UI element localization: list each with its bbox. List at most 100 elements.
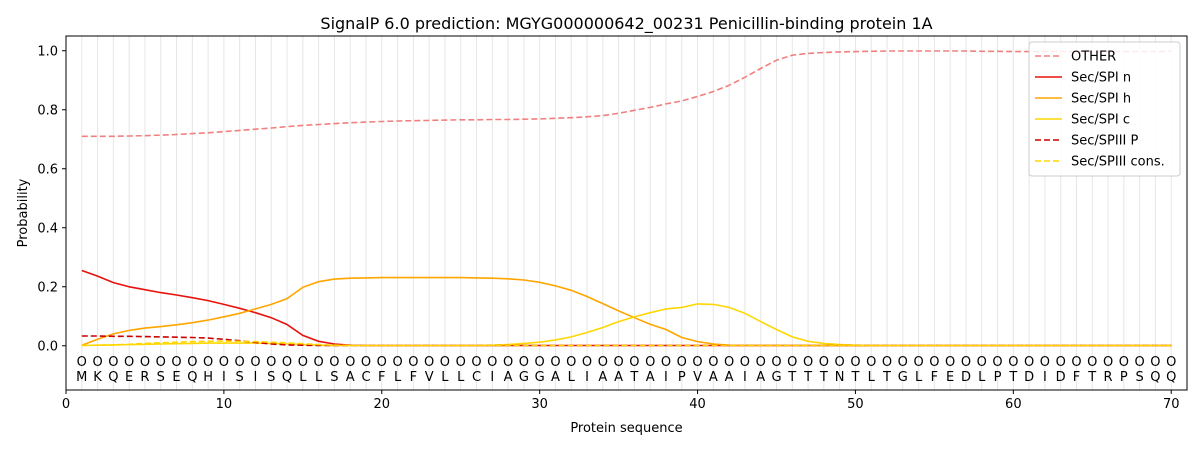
- region-marker: O: [1166, 355, 1176, 370]
- residue-label: P: [678, 370, 686, 385]
- legend-label: Sec/SPIII cons.: [1071, 155, 1165, 170]
- region-marker: O: [803, 355, 813, 370]
- residue-label: S: [236, 370, 244, 385]
- region-marker: O: [140, 355, 150, 370]
- region-marker: O: [156, 355, 166, 370]
- region-marker: O: [977, 355, 987, 370]
- residue-label: T: [819, 370, 828, 385]
- region-marker: O: [314, 355, 324, 370]
- region-marker: O: [108, 355, 118, 370]
- residue-label: P: [994, 370, 1002, 385]
- region-marker: O: [582, 355, 592, 370]
- x-tick-label: 20: [374, 397, 391, 412]
- region-marker: O: [645, 355, 655, 370]
- residue-label: D: [961, 370, 971, 385]
- region-marker: O: [929, 355, 939, 370]
- residue-label: Q: [108, 370, 118, 385]
- region-marker: O: [692, 355, 702, 370]
- region-marker: O: [456, 355, 466, 370]
- region-marker: O: [756, 355, 766, 370]
- region-marker: O: [219, 355, 229, 370]
- residue-label: C: [472, 370, 481, 385]
- x-tick-label: 60: [1005, 397, 1022, 412]
- plot-frame: [65, 35, 1188, 391]
- residue-label: Q: [282, 370, 292, 385]
- residue-label: A: [551, 370, 560, 385]
- legend-label: Sec/SPI h: [1071, 92, 1131, 107]
- region-marker: O: [424, 355, 434, 370]
- residue-label: T: [1087, 370, 1096, 385]
- region-marker: O: [771, 355, 781, 370]
- region-marker: O: [203, 355, 213, 370]
- region-marker: O: [1008, 355, 1018, 370]
- residue-label: N: [835, 370, 845, 385]
- region-marker: O: [77, 355, 87, 370]
- legend-label: Sec/SPI c: [1071, 113, 1130, 128]
- residue-label: F: [931, 370, 938, 385]
- region-marker: O: [708, 355, 718, 370]
- region-marker: O: [913, 355, 923, 370]
- residue-label: A: [598, 370, 607, 385]
- region-marker: O: [1087, 355, 1097, 370]
- region-marker: O: [440, 355, 450, 370]
- residue-label: V: [693, 370, 702, 385]
- residue-label: P: [1120, 370, 1128, 385]
- residue-label: F: [410, 370, 417, 385]
- residue-label: T: [1008, 370, 1017, 385]
- region-marker: O: [677, 355, 687, 370]
- region-marker: O: [250, 355, 260, 370]
- region-marker: O: [361, 355, 371, 370]
- residue-label: T: [629, 370, 638, 385]
- x-tick-label: 40: [689, 397, 706, 412]
- residue-label: I: [664, 370, 668, 385]
- region-marker: O: [550, 355, 560, 370]
- y-tick-label: 1.0: [37, 44, 58, 59]
- region-marker: O: [598, 355, 608, 370]
- region-marker: O: [1024, 355, 1034, 370]
- x-tick-label: 50: [847, 397, 864, 412]
- region-marker: O: [124, 355, 134, 370]
- residue-label: S: [330, 370, 338, 385]
- region-marker: O: [187, 355, 197, 370]
- residue-label: E: [125, 370, 133, 385]
- residue-label: K: [93, 370, 102, 385]
- region-marker: O: [377, 355, 387, 370]
- legend-label: OTHER: [1071, 50, 1116, 65]
- residue-label: F: [1073, 370, 1080, 385]
- y-tick-label: 0.4: [37, 221, 58, 236]
- region-marker: O: [661, 355, 671, 370]
- residue-label: I: [222, 370, 226, 385]
- residue-label: D: [1056, 370, 1066, 385]
- residue-label: T: [787, 370, 796, 385]
- residue-label: T: [850, 370, 859, 385]
- region-marker: O: [1040, 355, 1050, 370]
- residue-label: F: [378, 370, 385, 385]
- region-marker: O: [471, 355, 481, 370]
- y-tick-label: 0.6: [37, 162, 58, 177]
- x-tick-label: 70: [1163, 397, 1180, 412]
- residue-label: I: [743, 370, 747, 385]
- region-marker: O: [329, 355, 339, 370]
- region-marker: O: [898, 355, 908, 370]
- region-marker: O: [819, 355, 829, 370]
- legend-label: Sec/SPIII P: [1071, 134, 1139, 149]
- y-tick-label: 0.0: [37, 339, 58, 354]
- residue-label: A: [504, 370, 513, 385]
- residue-label: L: [868, 370, 876, 385]
- x-tick-label: 10: [216, 397, 233, 412]
- region-marker: O: [235, 355, 245, 370]
- legend: OTHER Sec/SPI n Sec/SPI h Sec/SPI c Sec/SPII…: [1028, 41, 1181, 177]
- residue-label: C: [361, 370, 370, 385]
- gridlines: [81, 36, 1172, 390]
- residue-label: I: [254, 370, 258, 385]
- y-axis-ticks: 0.0 0.2 0.4 0.6 0.8 1.0: [37, 44, 66, 354]
- region-marker: O: [1056, 355, 1066, 370]
- region-marker: O: [850, 355, 860, 370]
- residue-label: R: [1104, 370, 1113, 385]
- residue-label: D: [1024, 370, 1034, 385]
- residue-label: T: [803, 370, 812, 385]
- x-tick-label: 30: [531, 397, 548, 412]
- residue-label: A: [614, 370, 623, 385]
- region-marker: O: [298, 355, 308, 370]
- region-marker: O: [882, 355, 892, 370]
